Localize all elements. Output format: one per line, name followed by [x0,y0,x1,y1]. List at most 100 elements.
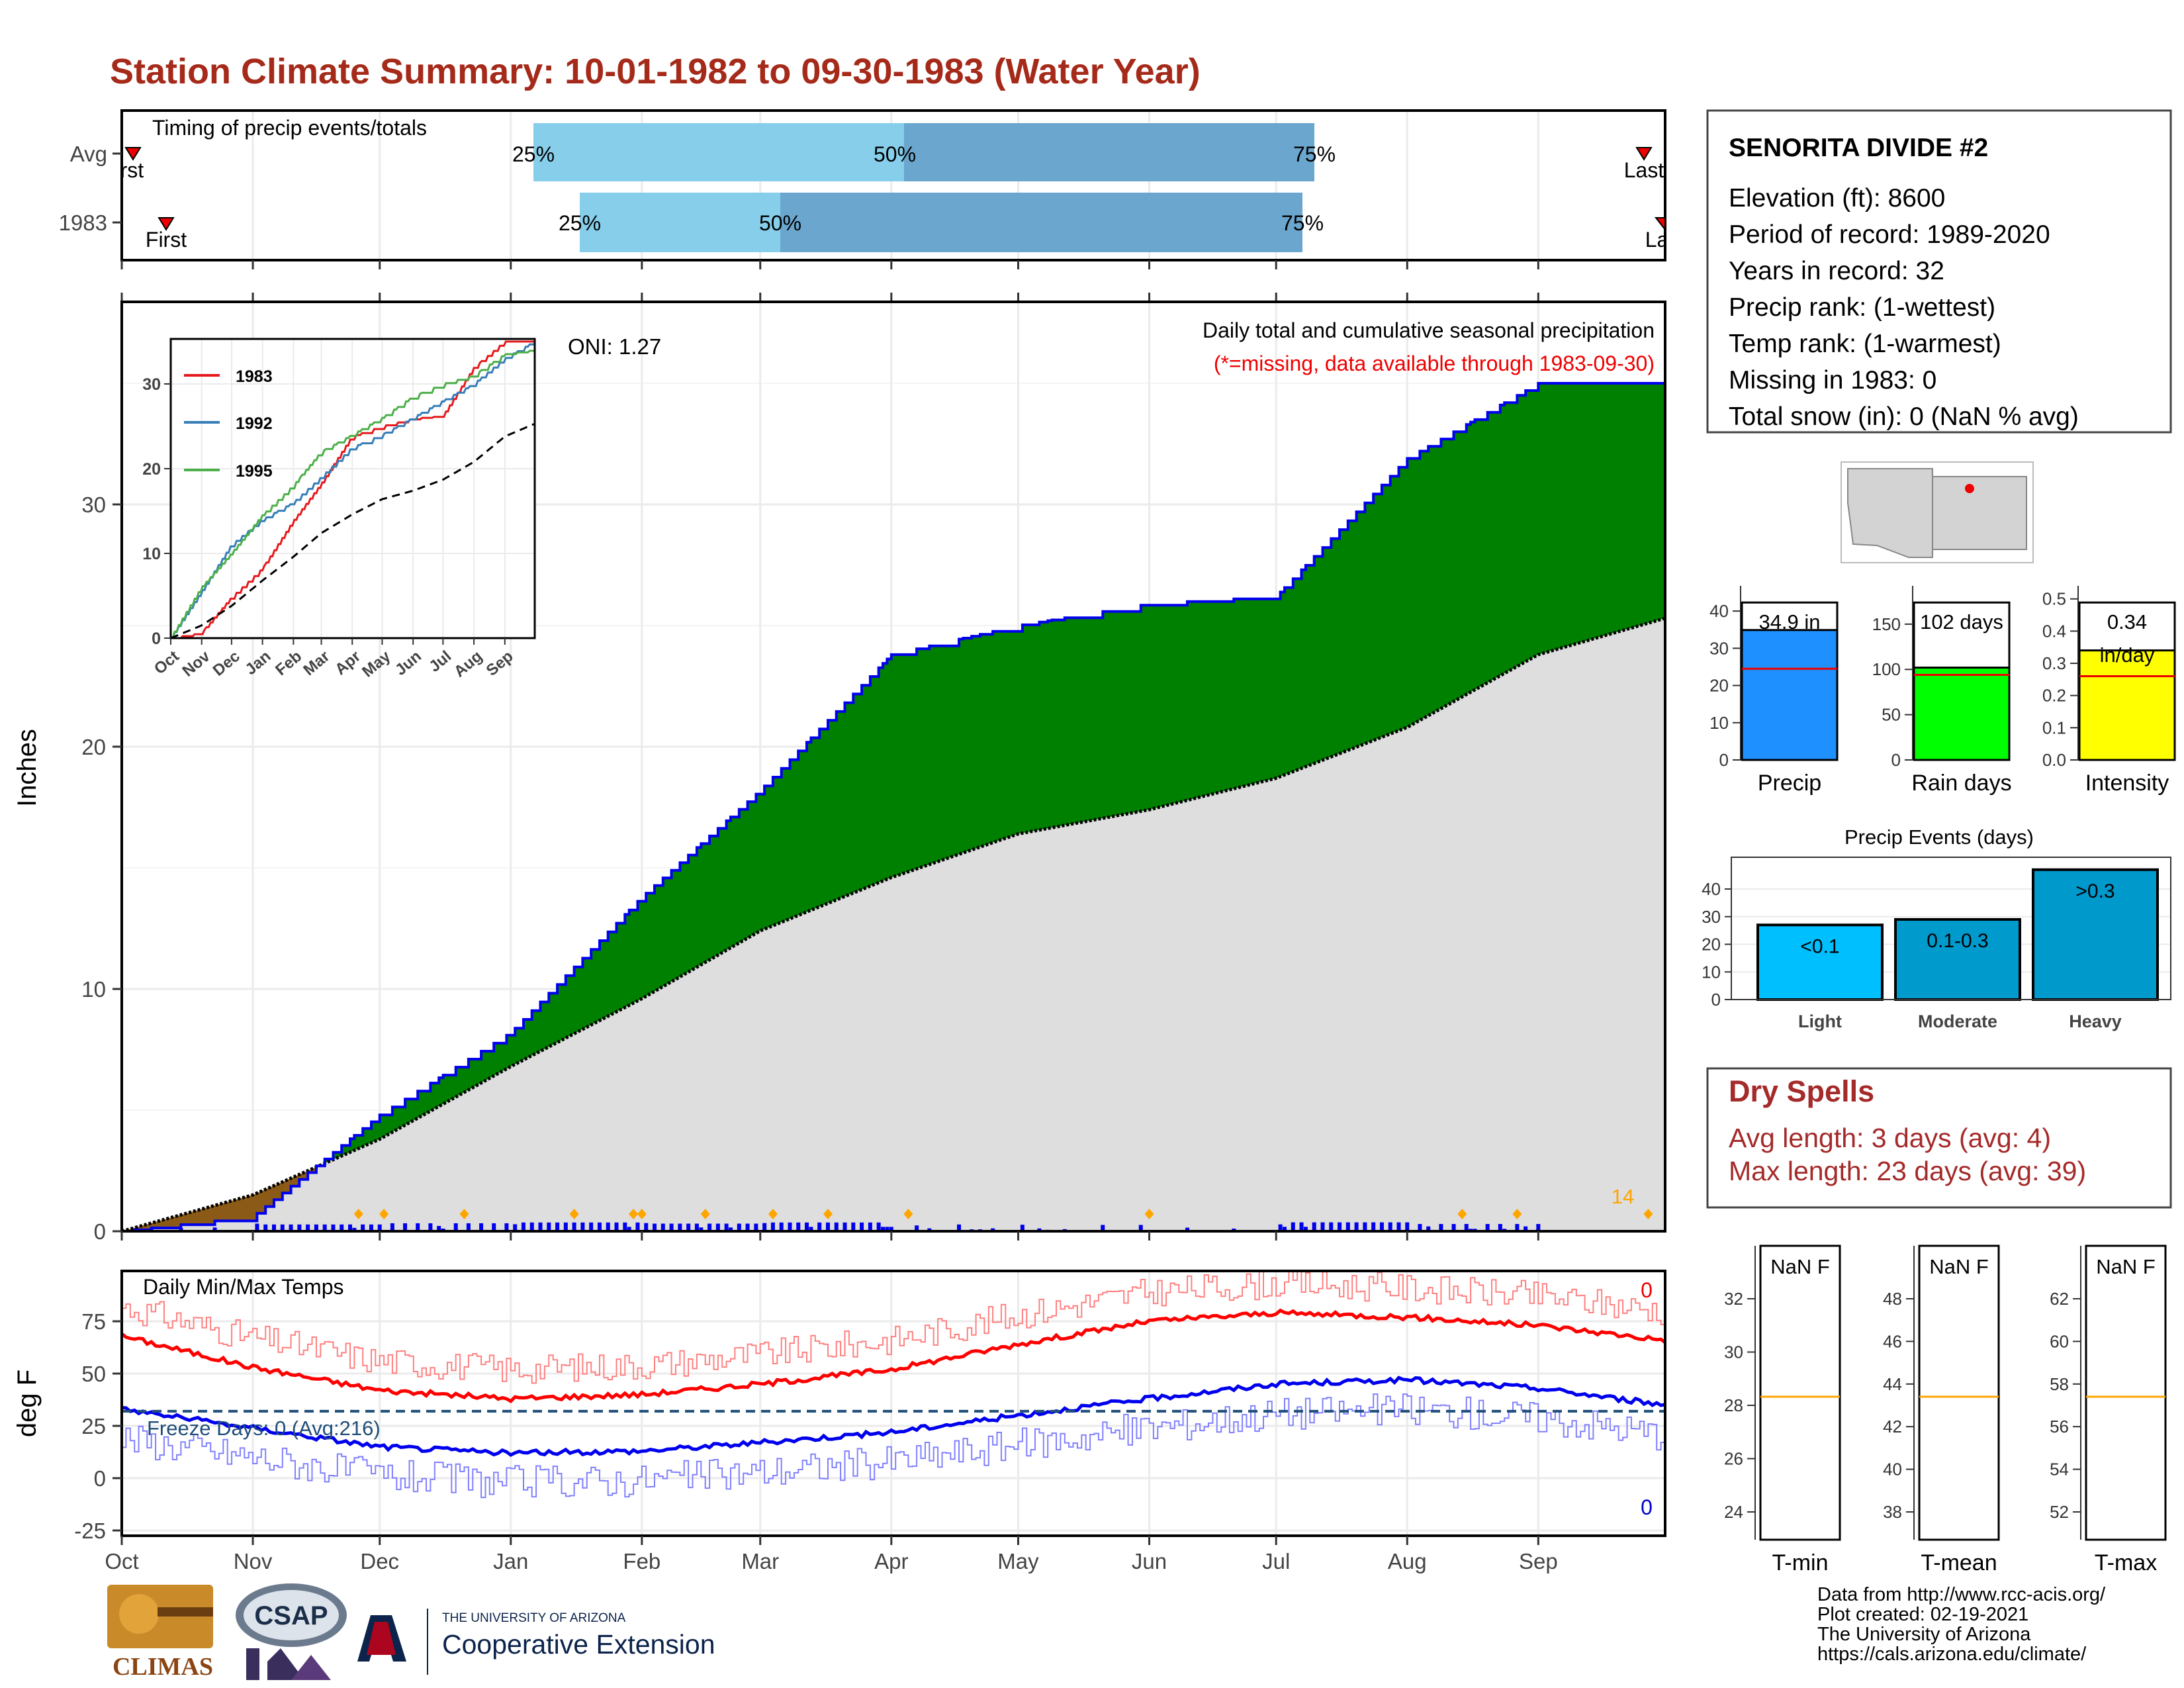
extreme-marker [700,1209,710,1219]
summary-tick-label-150: 150 [1872,614,1901,634]
daily-precip-bar [1524,1226,1528,1231]
temp-box-tick-label-60: 60 [2050,1331,2069,1351]
temp-box-t-mean: 38 40 42 44 46 48 NaN F T-mean [1883,1244,2000,1575]
summary-bar-charts: 0 10 20 30 40 34.9 in Precip 0 50 100 150 102 days R… [1709,586,2176,796]
timing-1983-first-marker [158,217,175,231]
daily-precip-bar [1232,1228,1236,1231]
inset-legend-1983: 1983 [236,367,273,386]
inset-legend: 1983 1992 1995 [184,367,273,481]
summary-value-unit: in/day [2100,643,2155,667]
temp-box-tick-label-54: 54 [2050,1460,2069,1479]
temp-summary-boxes: 24 26 28 30 32 NaN F T-min 38 40 42 44 46 48 NaN F T-m… [1724,1244,2167,1575]
daily-precip-bar [699,1227,704,1231]
extreme-marker [823,1209,833,1219]
inset-legend-1992: 1992 [236,414,273,433]
daily-precip-bar [644,1223,649,1231]
daily-precip-bar [606,1222,610,1231]
daily-precip-bar [809,1227,813,1231]
daily-precip-bar [572,1222,576,1231]
precip-ylabel: Inches [13,729,42,807]
daily-precip-bar [715,1223,720,1231]
daily-precip-bar [796,1222,801,1231]
map-states [1847,468,2027,558]
extreme-marker [903,1209,913,1219]
summary-tick-label-0.3: 0.3 [2042,653,2066,673]
summary-tick-label-20: 20 [1709,676,1729,696]
summary-value-text: 34.9 in [1758,610,1820,633]
summary-bar-precip: 0 10 20 30 40 34.9 in Precip [1709,586,1839,796]
logos: CLIMAS CSAP THE UNIVERSITY OF ARIZONA Co… [107,1583,715,1681]
timing-avg-first-marker [124,147,142,161]
daily-precip-bar [1498,1224,1502,1231]
temp-box-tick-label-52: 52 [2050,1502,2069,1522]
events-bar-label-moderate: 0.1-0.3 [1927,930,1988,952]
temp-box-t-max: 52 54 56 58 60 62 NaN F T-max [2050,1244,2167,1575]
timing-panel-border [120,109,1666,261]
daily-precip-bar [1278,1224,1283,1231]
month-label-aug: Aug [1388,1549,1427,1573]
daily-precip-bar [669,1223,674,1231]
daily-precip-bar [1515,1224,1520,1231]
daily-precip-bar [770,1222,775,1231]
summary-label: Rain days [1911,771,2011,796]
events-bar-light [1756,923,1884,1002]
daily-precip-bar [521,1222,525,1231]
daily-precip-bar [851,1222,856,1231]
credit-line-1: Data from http://www.rcc-acis.org/ [1817,1584,2106,1605]
station-missing: Missing in 1983: 0 [1729,366,1936,395]
daily-precip-bar [834,1222,839,1231]
daily-precip-bar [623,1222,627,1231]
avg-min-line [122,1376,1665,1457]
daily-precip-bar [788,1222,792,1231]
temp-box-value: NaN F [1770,1255,1830,1278]
daily-precip-bar [1299,1222,1304,1231]
summary-value-text: 102 days [1920,610,2003,633]
daily-precip-bar [589,1222,594,1231]
events-tick-label-10: 10 [1702,962,1721,982]
daily-precip-bar [563,1222,568,1231]
temp-box-tick-label-24: 24 [1724,1502,1743,1522]
daily-precip-bar [453,1223,458,1231]
station-info-frame [1706,109,2172,434]
climas-logo: CLIMAS [107,1585,213,1681]
summary-tick-label-0.2: 0.2 [2042,686,2066,706]
temp-box-tick-label-32: 32 [1724,1289,1743,1309]
summary-tick-label-0.0: 0.0 [2042,750,2066,770]
daily-precip-bar [991,1228,995,1231]
summary-bar-rain-days: 0 50 100 150 102 days Rain days [1872,586,2012,796]
dry-spells-frame [1706,1067,2172,1209]
dry-spells-box: Dry Spells Avg length: 3 days (avg: 4) M… [1706,1067,2172,1209]
temp-ytick-label-25: 25 [81,1414,106,1438]
daily-precip-bar [745,1223,750,1231]
timing-first-last-clip: First Last First Last [122,158,1665,252]
extreme-marker [637,1209,647,1219]
summary-value-bar [2078,649,2176,761]
daily-precip-bar [1379,1222,1384,1231]
summary-label: Precip [1758,771,1821,796]
daily-precip-bar [538,1222,543,1231]
daily-precip-bar [762,1223,767,1231]
daily-precip-bar [660,1223,665,1231]
daily-precip-bar [754,1223,758,1231]
extreme-marker [459,1209,469,1219]
timing-1983-last-marker [1654,217,1666,232]
events-tick-label-20: 20 [1702,935,1721,955]
summary-tick-label-0: 0 [1891,750,1901,770]
timing-avg-q50-label: 50% [874,142,916,166]
daily-precip-bar [479,1223,484,1231]
summary-value-bar [1741,629,1839,761]
daily-precip-bar [957,1224,962,1231]
avg-cumulative-line [122,616,1665,1231]
timing-1983-q25-q50-bar [580,193,780,252]
daily-precip-bar [255,1223,259,1231]
summary-tick-label-30: 30 [1709,638,1729,658]
daily-precip-bar [340,1224,344,1231]
events-category-moderate: Moderate [1918,1011,1997,1031]
record-min-line [122,1393,1665,1499]
daily-precip-bar [263,1224,268,1231]
daily-precip-bar [779,1222,784,1231]
temp-box-tick-label-42: 42 [1883,1417,1902,1436]
temp-ytick-label-50: 50 [81,1362,106,1386]
timing-1983-q50-label: 50% [759,211,801,235]
